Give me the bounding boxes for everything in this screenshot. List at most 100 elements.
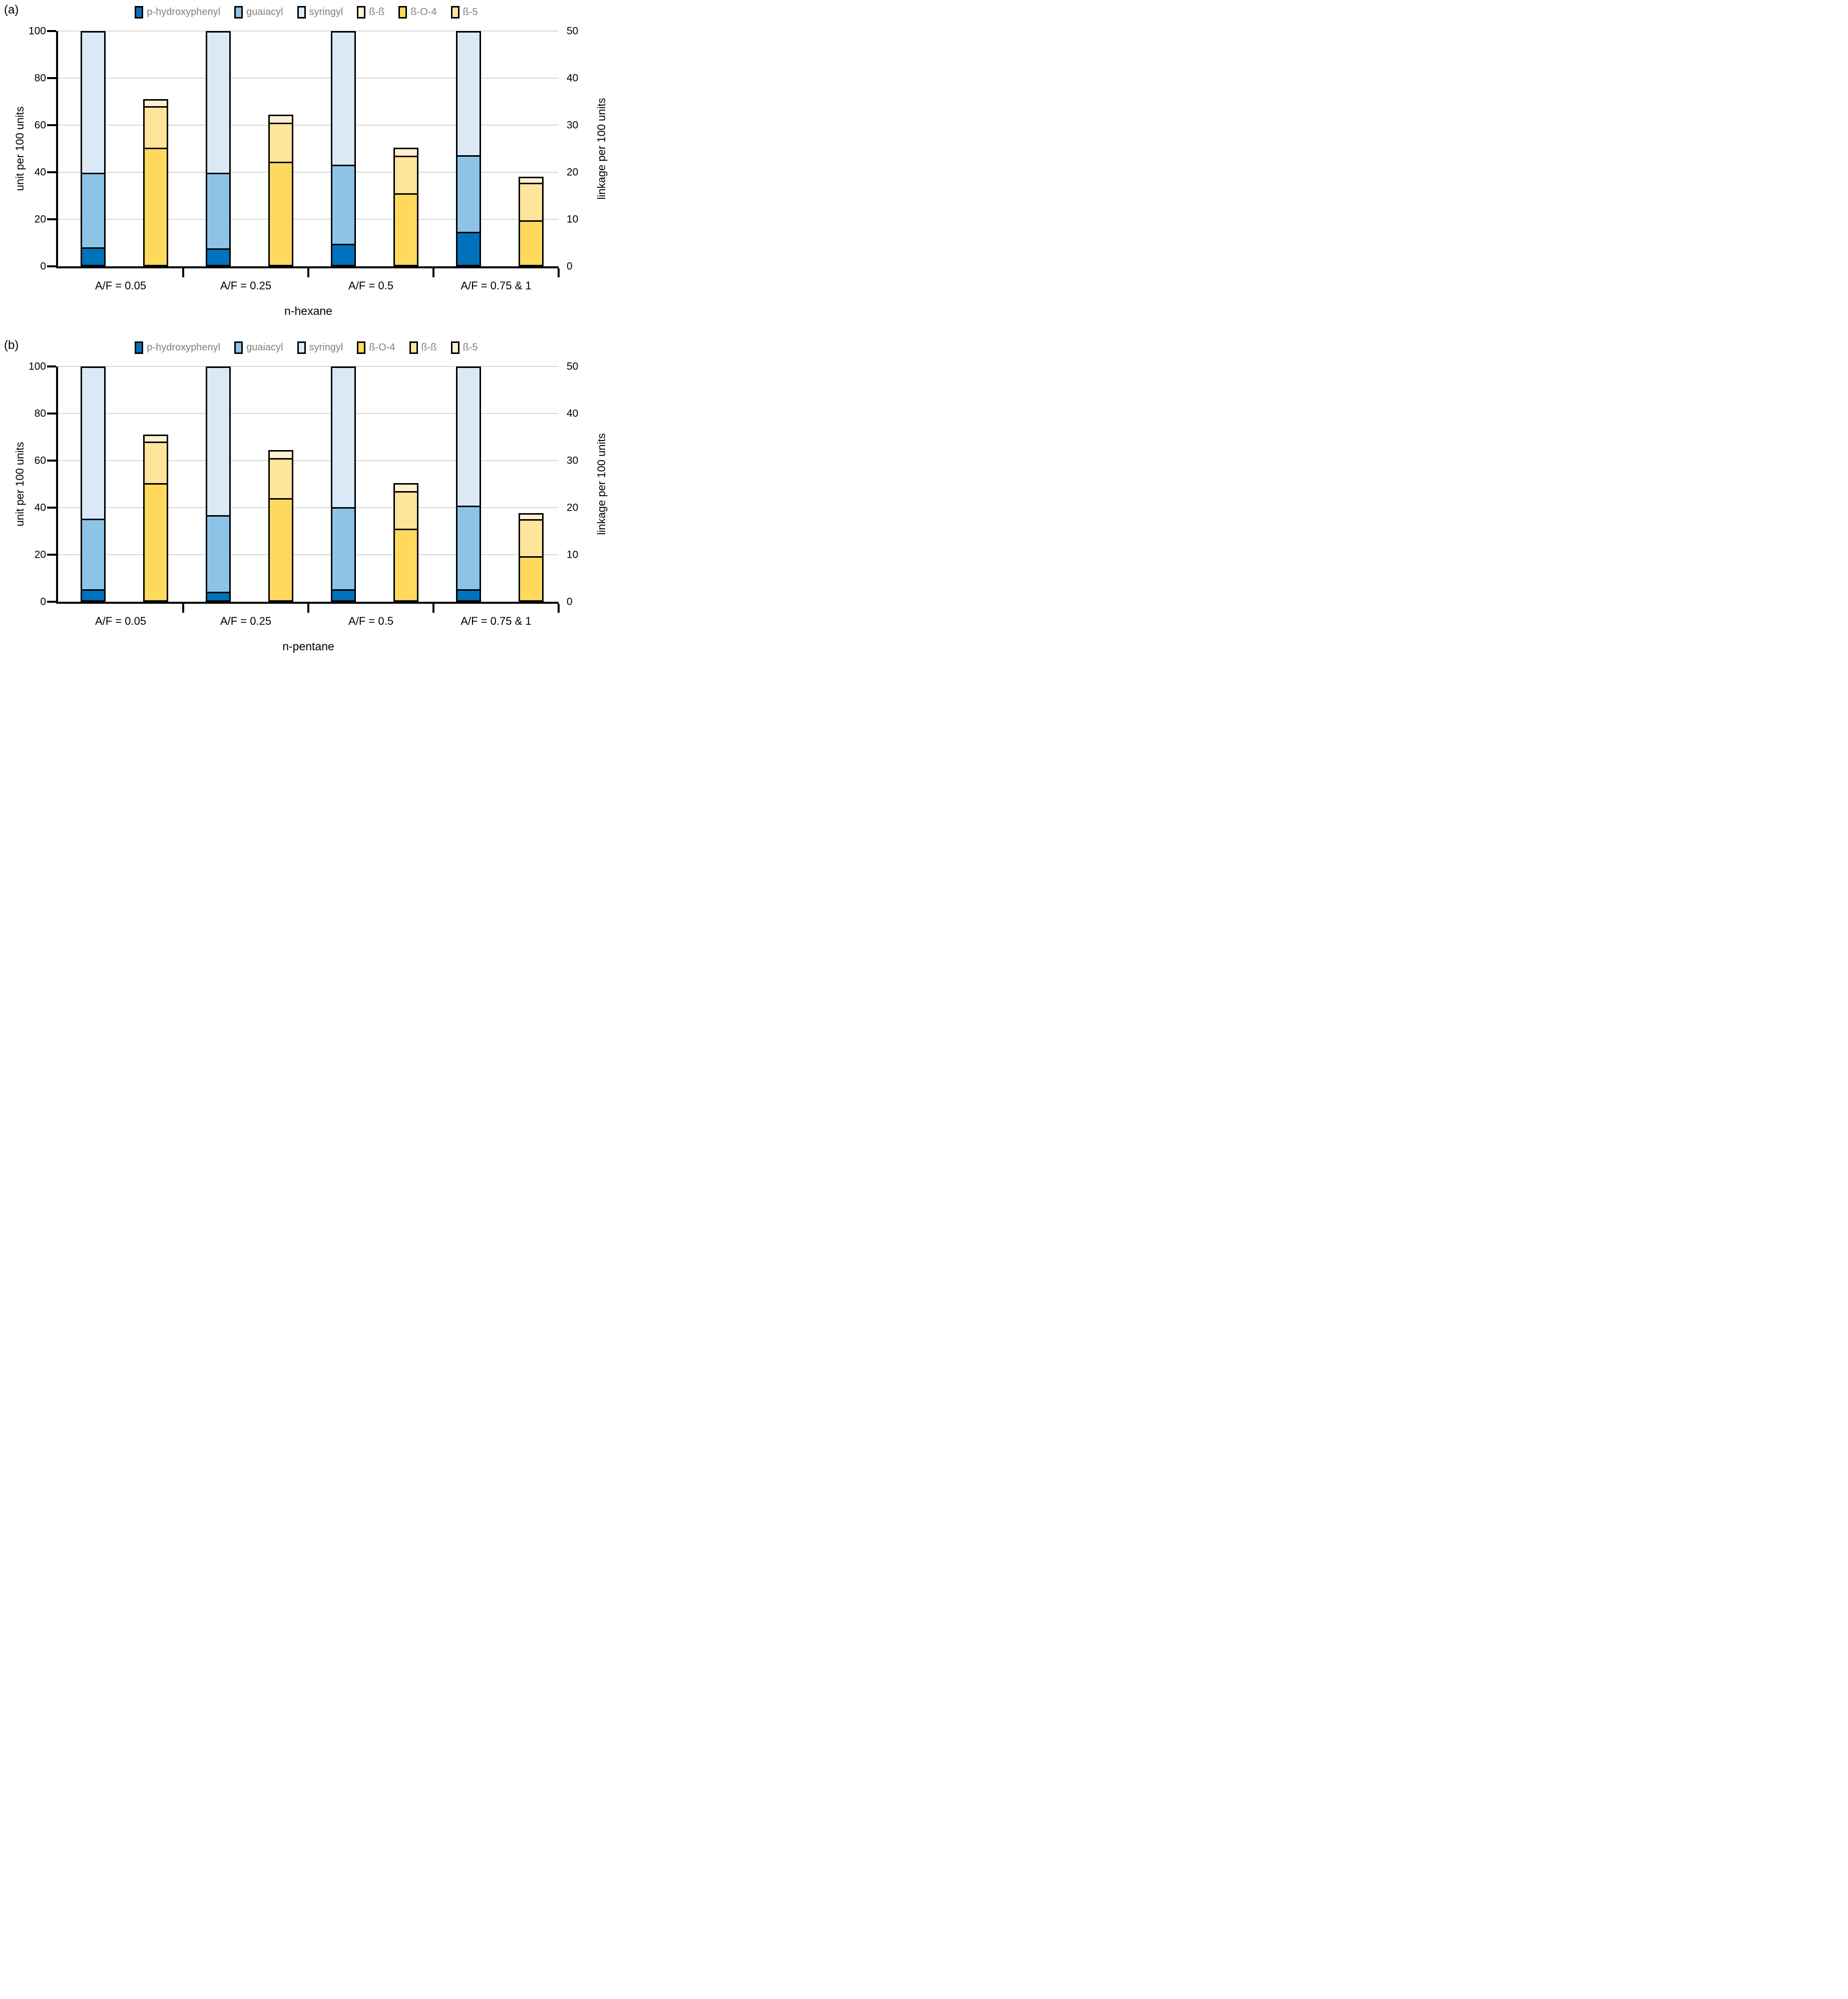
bar-linkages-group-1 (143, 99, 168, 266)
legend-item-syringyl: syringyl (297, 341, 343, 354)
bar-group-4 (433, 366, 559, 602)
panel-a-label: (a) (4, 3, 19, 17)
left-axis-tick-mark (47, 601, 56, 603)
bar-segment-ß-5 (520, 515, 542, 521)
legend-swatch-icon (398, 6, 407, 19)
right-axis-tick-label: 20 (567, 166, 579, 178)
bar-segment-ß-O-4 (270, 163, 292, 265)
gridline-60 (58, 460, 559, 461)
legend-item-label: guaiacyl (246, 7, 283, 18)
bar-segment-ß-5 (145, 108, 167, 150)
right-axis-tick-label: 20 (567, 502, 579, 514)
panel-b-label: (b) (4, 338, 19, 352)
bar-segment-ß-O-4 (520, 557, 542, 600)
gridline-20 (58, 554, 559, 555)
legend-item-guaiacyl: guaiacyl (234, 341, 283, 354)
legend-item-label: guaiacyl (246, 342, 283, 353)
bar-segment-ß-O-4 (145, 485, 167, 600)
panel-a-left-axis-title: unit per 100 units (14, 106, 26, 191)
left-axis-tick-label: 80 (34, 72, 46, 84)
bar-segment-p-hydroxyphenyl (82, 248, 104, 265)
left-axis-tick-mark (47, 30, 56, 32)
left-axis-tick-mark (47, 77, 56, 79)
category-label: A/F = 0.75 & 1 (460, 615, 532, 627)
legend-item-p-hydroxyphenyl: p-hydroxyphenyl (135, 341, 220, 354)
x-axis-tick-mark (432, 268, 434, 277)
right-axis-tick-label: 30 (567, 119, 579, 131)
left-axis-tick-label: 0 (40, 596, 46, 608)
left-axis-tick-label: 20 (34, 213, 46, 225)
bar-segment-syringyl (82, 368, 104, 520)
bar-units-group-2 (206, 366, 231, 602)
gridline-80 (58, 413, 559, 414)
left-axis-tick-label: 80 (34, 408, 46, 420)
category-label: A/F = 0.25 (220, 279, 272, 292)
bar-segment-ß-O-4 (145, 149, 167, 265)
bar-segment-guaiacyl (82, 174, 104, 249)
legend-item-label: ß-O-4 (410, 7, 437, 18)
bar-segment-ß-ß (145, 101, 167, 108)
bar-segment-ß-O-4 (395, 195, 417, 265)
right-axis-tick-label: 0 (567, 260, 573, 272)
left-axis-tick-mark (47, 413, 56, 415)
x-axis-tick-mark (307, 268, 309, 277)
bar-group-1 (58, 366, 183, 602)
left-axis-tick-label: 40 (34, 166, 46, 178)
bar-segment-p-hydroxyphenyl (332, 245, 354, 265)
x-axis-tick-mark (432, 604, 434, 613)
legend-item-ß-5: ß-5 (450, 6, 478, 19)
legend-swatch-icon (297, 341, 306, 354)
legend-item-label: syringyl (309, 342, 343, 353)
left-axis-tick-mark (47, 460, 56, 462)
left-axis-tick-mark (47, 218, 56, 220)
panel-b: (b) p-hydroxyphenyl guaiacyl syringyl ß-O-4… (0, 337, 616, 668)
legend-swatch-icon (234, 341, 243, 354)
left-axis-tick-label: 60 (34, 119, 46, 131)
bar-segment-ß-ß (520, 178, 542, 184)
legend-item-p-hydroxyphenyl: p-hydroxyphenyl (135, 6, 220, 19)
bar-units-group-1 (81, 366, 106, 602)
panel-b-legend: p-hydroxyphenyl guaiacyl syringyl ß-O-4 ß-ß ß… (56, 341, 557, 354)
bar-segment-ß-ß (395, 492, 417, 531)
legend-item-label: p-hydroxyphenyl (147, 342, 221, 353)
bar-segment-p-hydroxyphenyl (332, 591, 354, 600)
bar-group-2 (183, 31, 308, 266)
bar-segment-p-hydroxyphenyl (457, 591, 480, 600)
legend-item-syringyl: syringyl (297, 6, 343, 19)
legend-swatch-icon (357, 341, 366, 354)
bar-segment-guaiacyl (457, 507, 480, 591)
legend-item-ß-ß: ß-ß (357, 6, 384, 19)
legend-swatch-icon (357, 6, 366, 19)
legend-item-label: ß-5 (463, 342, 478, 353)
legend-swatch-icon (450, 6, 459, 19)
panel-b-right-axis-title: linkage per 100 units (595, 433, 608, 535)
x-axis-tick-mark (558, 604, 560, 613)
legend-item-ß-O-4: ß-O-4 (357, 341, 395, 354)
left-axis-tick-mark (47, 265, 56, 267)
right-axis-tick-label: 50 (567, 360, 579, 372)
left-axis-tick-mark (47, 124, 56, 126)
panel-a-legend: p-hydroxyphenyl guaiacyl syringyl ß-ß ß-O-4 ß… (56, 6, 557, 19)
left-axis-tick-label: 40 (34, 502, 46, 514)
bar-segment-syringyl (332, 33, 354, 166)
gridline-20 (58, 219, 559, 220)
bar-segment-p-hydroxyphenyl (82, 591, 104, 600)
legend-swatch-icon (450, 341, 459, 354)
bar-units-group-4 (456, 366, 481, 602)
panel-b-left-axis-title: unit per 100 units (14, 442, 26, 527)
x-axis-tick-mark (182, 268, 184, 277)
bar-segment-ß-ß (145, 443, 167, 485)
panel-a: (a) p-hydroxyphenyl guaiacyl syringyl ß-ß ß-… (0, 2, 616, 332)
bar-group-3 (308, 366, 433, 602)
legend-item-label: ß-ß (421, 342, 437, 353)
legend-item-label: syringyl (309, 7, 343, 18)
gridline-40 (58, 172, 559, 173)
bar-linkages-group-2 (268, 114, 293, 266)
category-label: A/F = 0.05 (95, 615, 147, 627)
legend-swatch-icon (135, 341, 144, 354)
bar-units-group-3 (331, 31, 356, 266)
bar-segment-ß-5 (270, 451, 292, 460)
gridline-80 (58, 78, 559, 79)
bar-segment-ß-5 (145, 436, 167, 444)
bar-units-group-2 (206, 31, 231, 266)
